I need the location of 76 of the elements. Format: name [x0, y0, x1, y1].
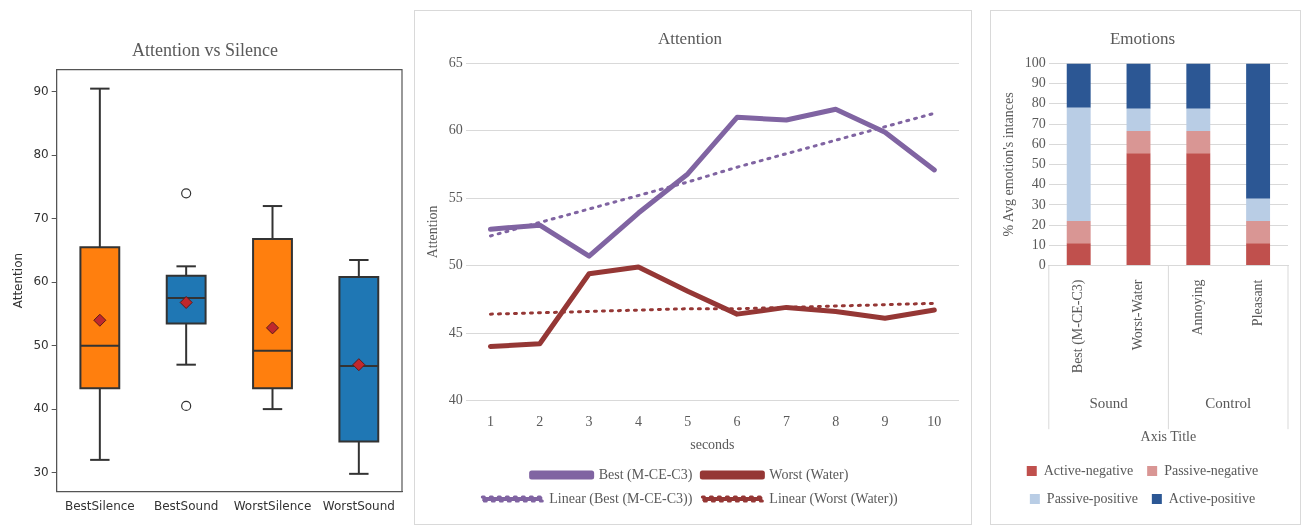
x-axis-title: seconds	[690, 437, 735, 453]
y-tick-label: 40	[1031, 176, 1046, 192]
x-tick-label: 1	[486, 414, 494, 430]
bar	[1246, 198, 1271, 222]
bar	[1066, 221, 1091, 244]
y-tick-label: 40	[33, 401, 49, 416]
bar	[1126, 131, 1151, 154]
y-tick-label: 70	[33, 210, 49, 225]
y-tick-label: 100	[1024, 55, 1046, 71]
x-tick-label: 10	[927, 414, 942, 430]
x-tick-label: 8	[832, 414, 840, 430]
bar	[1246, 243, 1271, 265]
x-tick-label: Pleasant	[1249, 279, 1265, 327]
text: Sound	[1089, 395, 1129, 412]
legend-label: Passive-negative	[1164, 462, 1259, 478]
y-tick-label: 80	[33, 147, 49, 162]
x-tick-label: Best (M-CE-C3)	[1070, 279, 1087, 374]
x-tick-label: Worst-Water	[1130, 279, 1146, 351]
x-tick-label: WorstSound	[322, 498, 395, 513]
y-tick-label: 70	[1031, 115, 1046, 131]
x-tick-label: BestSilence	[64, 498, 135, 513]
x-tick-label: 9	[881, 414, 889, 430]
y-tick-label: 20	[1031, 216, 1046, 232]
legend-label: Active-negative	[1043, 462, 1134, 478]
y-tick-label: 90	[1031, 75, 1046, 91]
legend-label: Worst (Water)	[769, 466, 849, 483]
y-tick-label: 0	[1038, 257, 1046, 273]
bar	[1246, 221, 1271, 244]
bar	[1126, 63, 1151, 109]
bar	[1186, 153, 1211, 265]
y-tick-label: 30	[33, 464, 49, 479]
chart-title: Attention	[657, 28, 723, 48]
y-tick-label: 60	[33, 274, 49, 289]
chart-title: Emotions	[1109, 28, 1176, 48]
x-tick-label: BestSound	[153, 498, 219, 513]
y-tick-label: 55	[448, 189, 463, 205]
text: Control	[1205, 395, 1252, 412]
y-axis-title: % Avg emotion's intances	[1001, 92, 1017, 237]
x-axis-title: Axis Title	[1140, 429, 1197, 445]
y-tick-label: 60	[1031, 135, 1046, 151]
legend-label: Passive-positive	[1046, 490, 1138, 506]
bar	[1126, 108, 1151, 132]
y-tick-label: 50	[1031, 156, 1046, 172]
bar	[1186, 63, 1211, 109]
y-tick-label: 60	[448, 122, 463, 138]
y-axis-title: Attention	[425, 205, 441, 259]
bar	[1126, 153, 1151, 265]
bar	[1186, 108, 1211, 132]
y-tick-label: 50	[33, 337, 49, 352]
bar	[1246, 63, 1271, 199]
legend-label: Linear (Best (M-CE-C3))	[549, 490, 693, 507]
chart-title: Attention vs Silence	[132, 39, 278, 60]
y-tick-label: 40	[448, 392, 463, 408]
y-tick-label: 30	[1031, 196, 1046, 212]
bar	[1066, 243, 1091, 265]
x-tick-label: 4	[634, 414, 642, 430]
y-tick-label: 45	[448, 324, 463, 340]
y-tick-label: 65	[448, 55, 463, 71]
y-tick-label: 10	[1031, 236, 1046, 252]
y-axis-title: Attention	[11, 252, 26, 309]
bar	[1186, 131, 1211, 154]
legend-label: Best (M-CE-C3)	[598, 466, 693, 483]
x-tick-label: 5	[684, 414, 692, 430]
x-tick-label: 7	[782, 414, 790, 430]
x-tick-label: 2	[536, 414, 544, 430]
bar	[1066, 63, 1091, 108]
y-tick-label: 80	[1031, 95, 1046, 111]
legend-label: Active-positive	[1168, 490, 1256, 506]
x-tick-label: WorstSilence	[233, 498, 312, 513]
legend-label: Linear (Worst (Water))	[769, 490, 899, 507]
x-tick-label: 3	[585, 414, 593, 430]
y-tick-label: 50	[448, 257, 463, 273]
bar	[1066, 107, 1091, 222]
x-tick-label: 6	[733, 414, 741, 430]
y-tick-label: 90	[33, 83, 49, 98]
x-tick-label: Annoying	[1189, 279, 1205, 336]
